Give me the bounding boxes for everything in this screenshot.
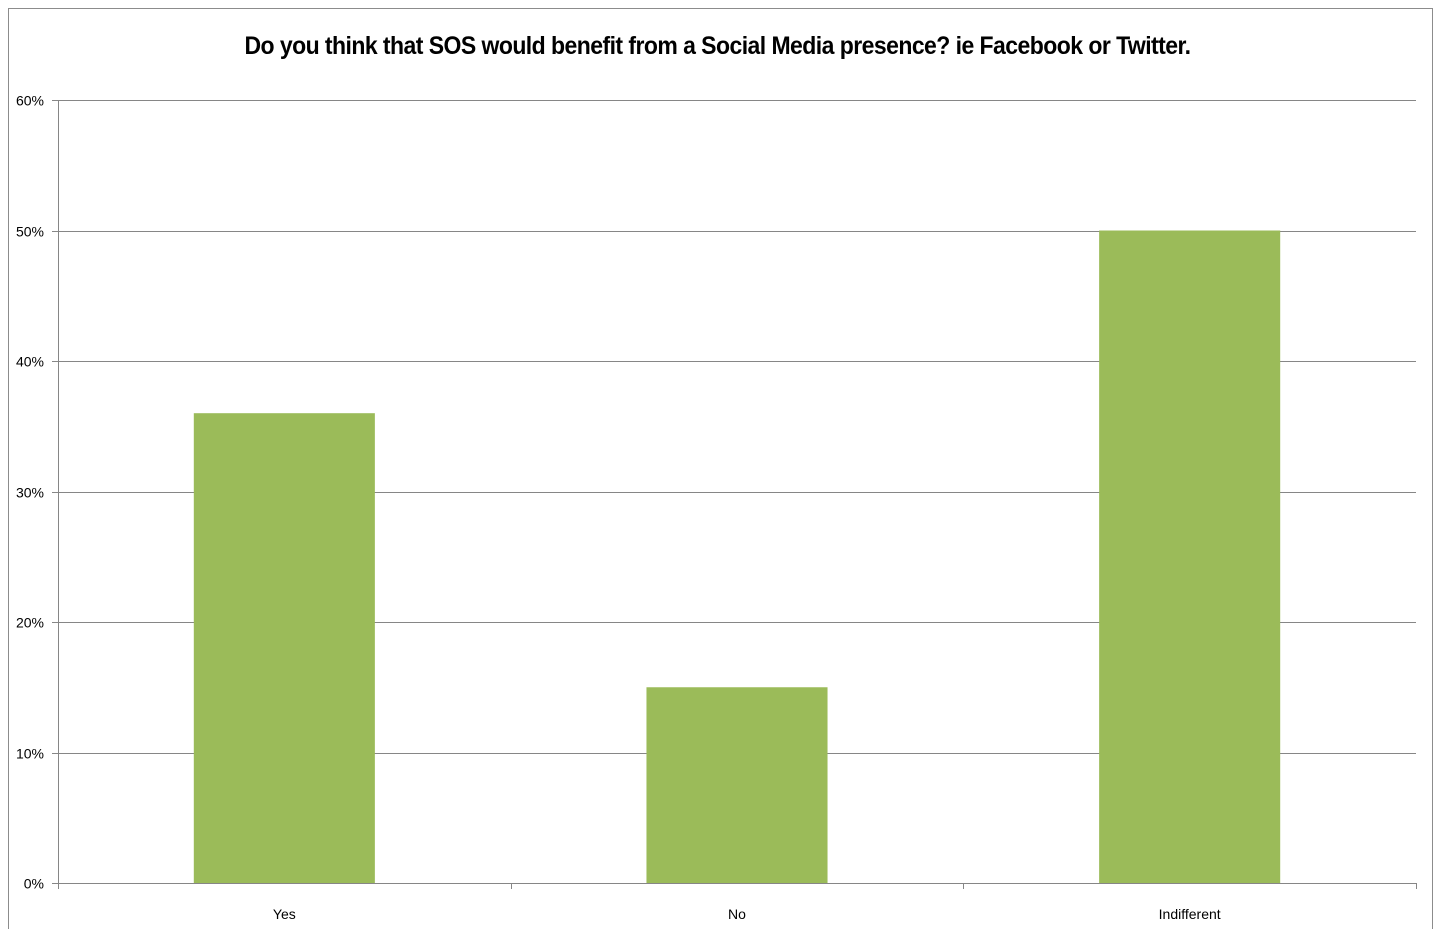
- tick-labels: 0% 10% 20% 30% 40% 50% 60% Yes No Indifferent: [16, 93, 1221, 923]
- x-tick-label-yes: Yes: [273, 906, 296, 922]
- y-tick-label: 50%: [16, 224, 44, 240]
- bar-yes: [193, 413, 375, 883]
- y-tick-label: 10%: [16, 746, 44, 762]
- x-tick-label-no: No: [728, 906, 746, 922]
- y-tick-label: 60%: [16, 93, 44, 109]
- y-tick-label: 40%: [16, 354, 44, 370]
- y-tick-label: 20%: [16, 615, 44, 631]
- chart-title: Do you think that SOS would benefit from…: [244, 32, 1191, 60]
- x-tick-label-indifferent: Indifferent: [1159, 906, 1221, 922]
- y-tick-label: 30%: [16, 485, 44, 501]
- bars: [193, 230, 1281, 883]
- y-tick-label: 0%: [24, 876, 44, 892]
- axes: [52, 100, 1417, 889]
- bar-no: [646, 687, 828, 883]
- bar-indifferent: [1099, 230, 1281, 883]
